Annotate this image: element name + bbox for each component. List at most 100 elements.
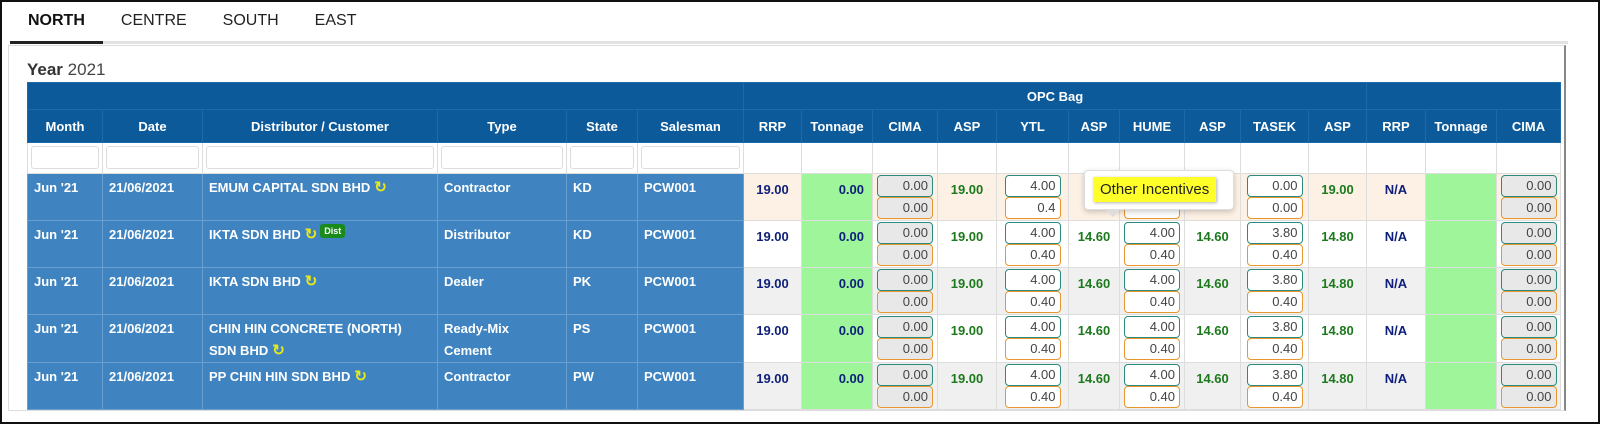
customer-name[interactable]: PP CHIN HIN SDN BHD [209,369,351,384]
tasek-incentive-input[interactable]: 0.40 [1246,291,1303,313]
ytl-incentive-input[interactable]: 0.40 [1004,338,1061,360]
tooltip-text: Other Incentives [1093,177,1217,202]
column-header-salesman[interactable]: Salesman [637,109,744,143]
column-header-cima[interactable]: CIMA [1496,109,1561,143]
table-row[interactable]: Jun '21 21/06/2021 IKTA SDN BHD ↻ Dealer PK PC… [27,267,1561,315]
ytl-price-input[interactable]: 4.00 [1004,316,1061,338]
tab-east[interactable]: EAST [314,12,357,29]
cima2-inputs: 0.00 0.00 [1496,220,1561,268]
filter-input[interactable] [31,146,99,169]
filter-input[interactable] [206,146,434,169]
sales-table: OPC Bag Month Date Distributor / Customer T… [27,82,1561,410]
cima2-incentive-input[interactable]: 0.00 [1500,338,1557,360]
ytl-price-input[interactable]: 4.00 [1004,269,1061,291]
column-header-asp[interactable]: ASP [1184,109,1241,143]
column-header-distributor-customer[interactable]: Distributor / Customer [202,109,438,143]
column-header-cima[interactable]: CIMA [872,109,938,143]
cima2-price-input[interactable]: 0.00 [1500,316,1557,338]
filter-input[interactable] [641,146,740,169]
cima-incentive-input[interactable]: 0.00 [877,244,933,266]
ytl-price-input[interactable]: 4.00 [1004,364,1061,386]
column-header-state[interactable]: State [566,109,638,143]
hume-price-input[interactable]: 4.00 [1124,222,1180,244]
sync-icon[interactable]: ↻ [304,226,318,243]
cima-price-input[interactable]: 0.00 [877,269,933,291]
customer-name[interactable]: EMUM CAPITAL SDN BHD [209,180,371,195]
sync-icon[interactable]: ↻ [374,179,387,196]
cima-price-input[interactable]: 0.00 [877,364,933,386]
column-header-asp[interactable]: ASP [1308,109,1367,143]
tasek-incentive-input[interactable]: 0.40 [1246,386,1303,408]
tab-centre[interactable]: CENTRE [120,12,187,29]
hume-price-input[interactable]: 4.00 [1124,316,1180,338]
hume-price-input[interactable]: 4.00 [1124,364,1180,386]
cima2-price-input[interactable]: 0.00 [1500,222,1557,244]
tab-north[interactable]: NORTH [10,2,103,44]
tasek-incentive-input[interactable]: 0.00 [1246,197,1303,219]
table-row[interactable]: Jun '21 21/06/2021 PP CHIN HIN SDN BHD ↻ Con… [27,362,1561,410]
tasek-price-input[interactable]: 3.80 [1246,269,1303,291]
cima2-price-input[interactable]: 0.00 [1500,175,1557,197]
column-header-tonnage[interactable]: Tonnage [801,109,873,143]
cima2-incentive-input[interactable]: 0.00 [1500,244,1557,266]
tab-south[interactable]: SOUTH [222,12,279,29]
column-header-tasek[interactable]: TASEK [1240,109,1309,143]
ytl-price-input[interactable]: 4.00 [1004,175,1061,197]
sync-icon[interactable]: ↻ [272,342,285,359]
sync-icon[interactable]: ↻ [354,368,367,385]
column-header-rrp[interactable]: RRP [743,109,802,143]
ytl-incentive-input[interactable]: 0.40 [1004,244,1061,266]
cima2-incentive-input[interactable]: 0.00 [1500,197,1557,219]
tasek-price-input[interactable]: 3.80 [1246,316,1303,338]
filter-cell [1366,142,1426,174]
cima2-incentive-input[interactable]: 0.00 [1500,291,1557,313]
column-header-date[interactable]: Date [102,109,203,143]
tasek-price-input[interactable]: 3.80 [1246,364,1303,386]
tasek-price-input[interactable]: 0.00 [1246,175,1303,197]
hume-incentive-input[interactable]: 0.40 [1124,244,1180,266]
hume-price-input[interactable]: 4.00 [1124,269,1180,291]
cima-incentive-input[interactable]: 0.00 [877,197,933,219]
tasek-incentive-input[interactable]: 0.40 [1246,244,1303,266]
filter-input[interactable] [106,146,199,169]
cima2-incentive-input[interactable]: 0.00 [1500,386,1557,408]
cima2-price-input[interactable]: 0.00 [1500,269,1557,291]
tasek-incentive-input[interactable]: 0.40 [1246,338,1303,360]
cima2-price-input[interactable]: 0.00 [1500,364,1557,386]
table-row[interactable]: Jun '21 21/06/2021 CHIN HIN CONCRETE (NORT… [27,314,1561,363]
cima-inputs: 0.00 0.00 [872,267,938,315]
column-header-month[interactable]: Month [27,109,103,143]
cima-price-input[interactable]: 0.00 [877,175,933,197]
ytl-price-input[interactable]: 4.00 [1004,222,1061,244]
ytl-incentive-input[interactable]: 0.40 [1004,386,1061,408]
column-header-rrp[interactable]: RRP [1366,109,1426,143]
ytl-incentive-input[interactable]: 0.4 [1004,197,1061,219]
cima-incentive-input[interactable]: 0.00 [877,291,933,313]
hume-incentive-input[interactable]: 0.40 [1124,338,1180,360]
customer-name[interactable]: IKTA SDN BHD [209,227,301,242]
column-header-type[interactable]: Type [437,109,567,143]
customer-name[interactable]: SDN BHD [209,343,269,358]
cima-incentive-input[interactable]: 0.00 [877,338,933,360]
customer-name[interactable]: CHIN HIN CONCRETE (NORTH) [209,321,402,336]
column-header-asp[interactable]: ASP [1068,109,1120,143]
table-row[interactable]: Jun '21 21/06/2021 EMUM CAPITAL SDN BHD ↻ Co… [27,173,1561,221]
filter-input[interactable] [441,146,563,169]
column-header-asp[interactable]: ASP [937,109,997,143]
tonnage-2 [1425,267,1497,315]
tasek-price-input[interactable]: 3.80 [1246,222,1303,244]
column-header-hume[interactable]: HUME [1119,109,1185,143]
cima-incentive-input[interactable]: 0.00 [877,386,933,408]
ytl-incentive-input[interactable]: 0.40 [1004,291,1061,313]
customer-name[interactable]: IKTA SDN BHD [209,274,301,289]
hume-incentive-input[interactable]: 0.40 [1124,386,1180,408]
salesman-cell: PCW001 [637,362,744,410]
cima-price-input[interactable]: 0.00 [877,222,933,244]
sync-icon[interactable]: ↻ [304,273,318,290]
column-header-ytl[interactable]: YTL [996,109,1069,143]
table-row[interactable]: Jun '21 21/06/2021 IKTA SDN BHD ↻ Dist Distri… [27,220,1561,268]
cima-price-input[interactable]: 0.00 [877,316,933,338]
column-header-tonnage[interactable]: Tonnage [1425,109,1497,143]
hume-incentive-input[interactable]: 0.40 [1124,291,1180,313]
filter-input[interactable] [570,146,634,169]
